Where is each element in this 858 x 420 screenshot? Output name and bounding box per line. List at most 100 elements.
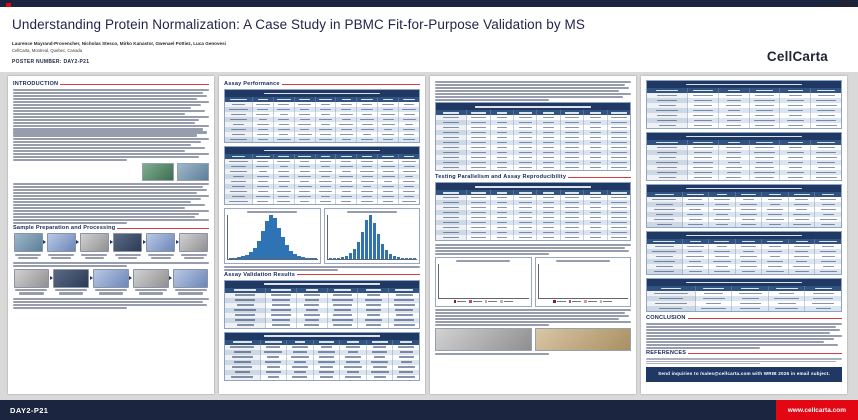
arrow-right-icon [49, 276, 53, 280]
contact-banner: Send inquiries to /sales@cellcarta.com w… [646, 367, 842, 383]
chart-caption-text [224, 265, 420, 271]
workflow-step-image [13, 233, 43, 253]
poster-number-label: POSTER NUMBER: DAY2-P21 [12, 59, 90, 65]
workflow-step [79, 233, 109, 259]
poster-header: Understanding Protein Normalization: A C… [0, 7, 858, 72]
section-title-text: Sample Preparation and Processing [13, 225, 116, 232]
bar-chart-left [435, 257, 532, 308]
section-title-text: INTRODUCTION [13, 81, 59, 87]
results-table [435, 102, 631, 172]
validation-table [224, 279, 420, 329]
arrow-right-icon [76, 240, 80, 245]
workflow-step [113, 233, 143, 259]
workflow-step-image [172, 269, 209, 288]
section-title-text: Assay Validation Results [224, 271, 296, 278]
grouped-bar-plot [537, 263, 628, 299]
arrow-right-icon [142, 240, 146, 245]
authors-line: Laurence Mayrand-Provencher, Nicholas St… [12, 41, 226, 46]
figure-image [177, 162, 209, 181]
workflow-step-image [93, 269, 129, 288]
chart-legend [538, 300, 629, 304]
workflow-step-image [53, 269, 89, 288]
histogram-plot [227, 214, 318, 260]
section-title-text: REFERENCES [646, 350, 687, 357]
workflow-step-image [113, 233, 143, 253]
section-title-introduction: INTRODUCTION [13, 81, 209, 87]
workflow-step [179, 233, 209, 259]
summary-table [646, 184, 842, 228]
section-title-assay-performance: Assay Performance [224, 81, 420, 87]
poster-column-parallelism: Testing Parallelism and Assay Reproducib… [430, 76, 636, 394]
workflow-step [13, 269, 50, 295]
arrow-right-icon [129, 276, 133, 280]
section-title-references: REFERENCES [646, 350, 842, 356]
body-text [435, 309, 631, 327]
arrow-right-icon [43, 240, 47, 245]
workflow-step-image [132, 269, 169, 288]
red-rule [281, 83, 420, 85]
workflow-step-image [146, 233, 176, 253]
chart-title-placeholder [327, 211, 418, 214]
affiliation-line: CellCarta, Montreal, Quebec, Canada [12, 48, 83, 53]
reproducibility-table [435, 182, 631, 242]
histogram-chart-right [323, 208, 420, 264]
poster-title: Understanding Protein Normalization: A C… [12, 17, 586, 32]
footer-poster-number: DAY2-P21 [10, 405, 49, 415]
recovery-bar-charts [435, 257, 631, 308]
workflow-step-image [179, 233, 209, 253]
workflow-step-image [13, 269, 50, 288]
workflow-diagram-row2 [13, 269, 209, 295]
sample-prep-body-text [13, 297, 209, 309]
arrow-right-icon [109, 240, 113, 245]
poster-column-assay-performance: Assay Performance Assay Validation Resul… [219, 76, 425, 394]
red-rule [687, 317, 842, 319]
poster-column-introduction: INTRODUCTION Sample Preparation and Proc… [8, 76, 214, 394]
summary-table [646, 278, 842, 312]
poster-footer: DAY2-P21 www.cellcarta.com [0, 400, 858, 420]
arrow-right-icon [175, 240, 179, 245]
section-title-text: Testing Parallelism and Assay Reproducib… [435, 174, 567, 181]
red-rule [60, 83, 209, 85]
workflow-step-image [79, 233, 109, 253]
section-title-text: CONCLUSION [646, 315, 686, 321]
red-rule [688, 352, 842, 354]
section-title-parallelism: Testing Parallelism and Assay Reproducib… [435, 174, 631, 180]
arrow-right-icon [89, 276, 93, 280]
introduction-body-text [13, 182, 209, 225]
red-rule [297, 274, 420, 276]
instrument-photos [435, 328, 631, 352]
cellcarta-wordmark: CellCarta [766, 49, 828, 64]
workflow-step-image [46, 233, 76, 253]
footer-website: www.cellcarta.com [775, 400, 858, 420]
quality-controls-table [224, 146, 420, 205]
chart-title-placeholder [227, 211, 318, 214]
figure-image [142, 162, 174, 181]
standard-curve-table [224, 89, 420, 143]
arrow-right-icon [169, 276, 173, 280]
chart-legend [438, 300, 529, 304]
photo-image [435, 328, 532, 352]
red-rule [568, 176, 631, 178]
photo-caption-text [435, 353, 631, 356]
chart-title-placeholder [438, 260, 529, 263]
section-title-text: Assay Performance [224, 81, 280, 87]
workflow-step [13, 233, 43, 259]
body-text [435, 244, 631, 256]
introduction-figures [13, 162, 209, 181]
top-accent-bar [0, 0, 858, 7]
section-title-conclusion: CONCLUSION [646, 315, 842, 321]
references-text [646, 358, 842, 365]
workflow-step [146, 233, 176, 259]
histogram-chart-left [224, 208, 321, 264]
validation-table [224, 331, 420, 381]
photo-image [534, 328, 631, 352]
workflow-step [172, 269, 209, 295]
red-rule [117, 227, 209, 229]
workflow-diagram-row1 [13, 233, 209, 259]
histogram-plot [326, 214, 417, 260]
conclusion-body-text [646, 323, 842, 350]
introduction-body-text [13, 89, 209, 161]
workflow-step [93, 269, 130, 295]
grouped-bar-plot [438, 263, 529, 299]
summary-table [646, 132, 842, 181]
